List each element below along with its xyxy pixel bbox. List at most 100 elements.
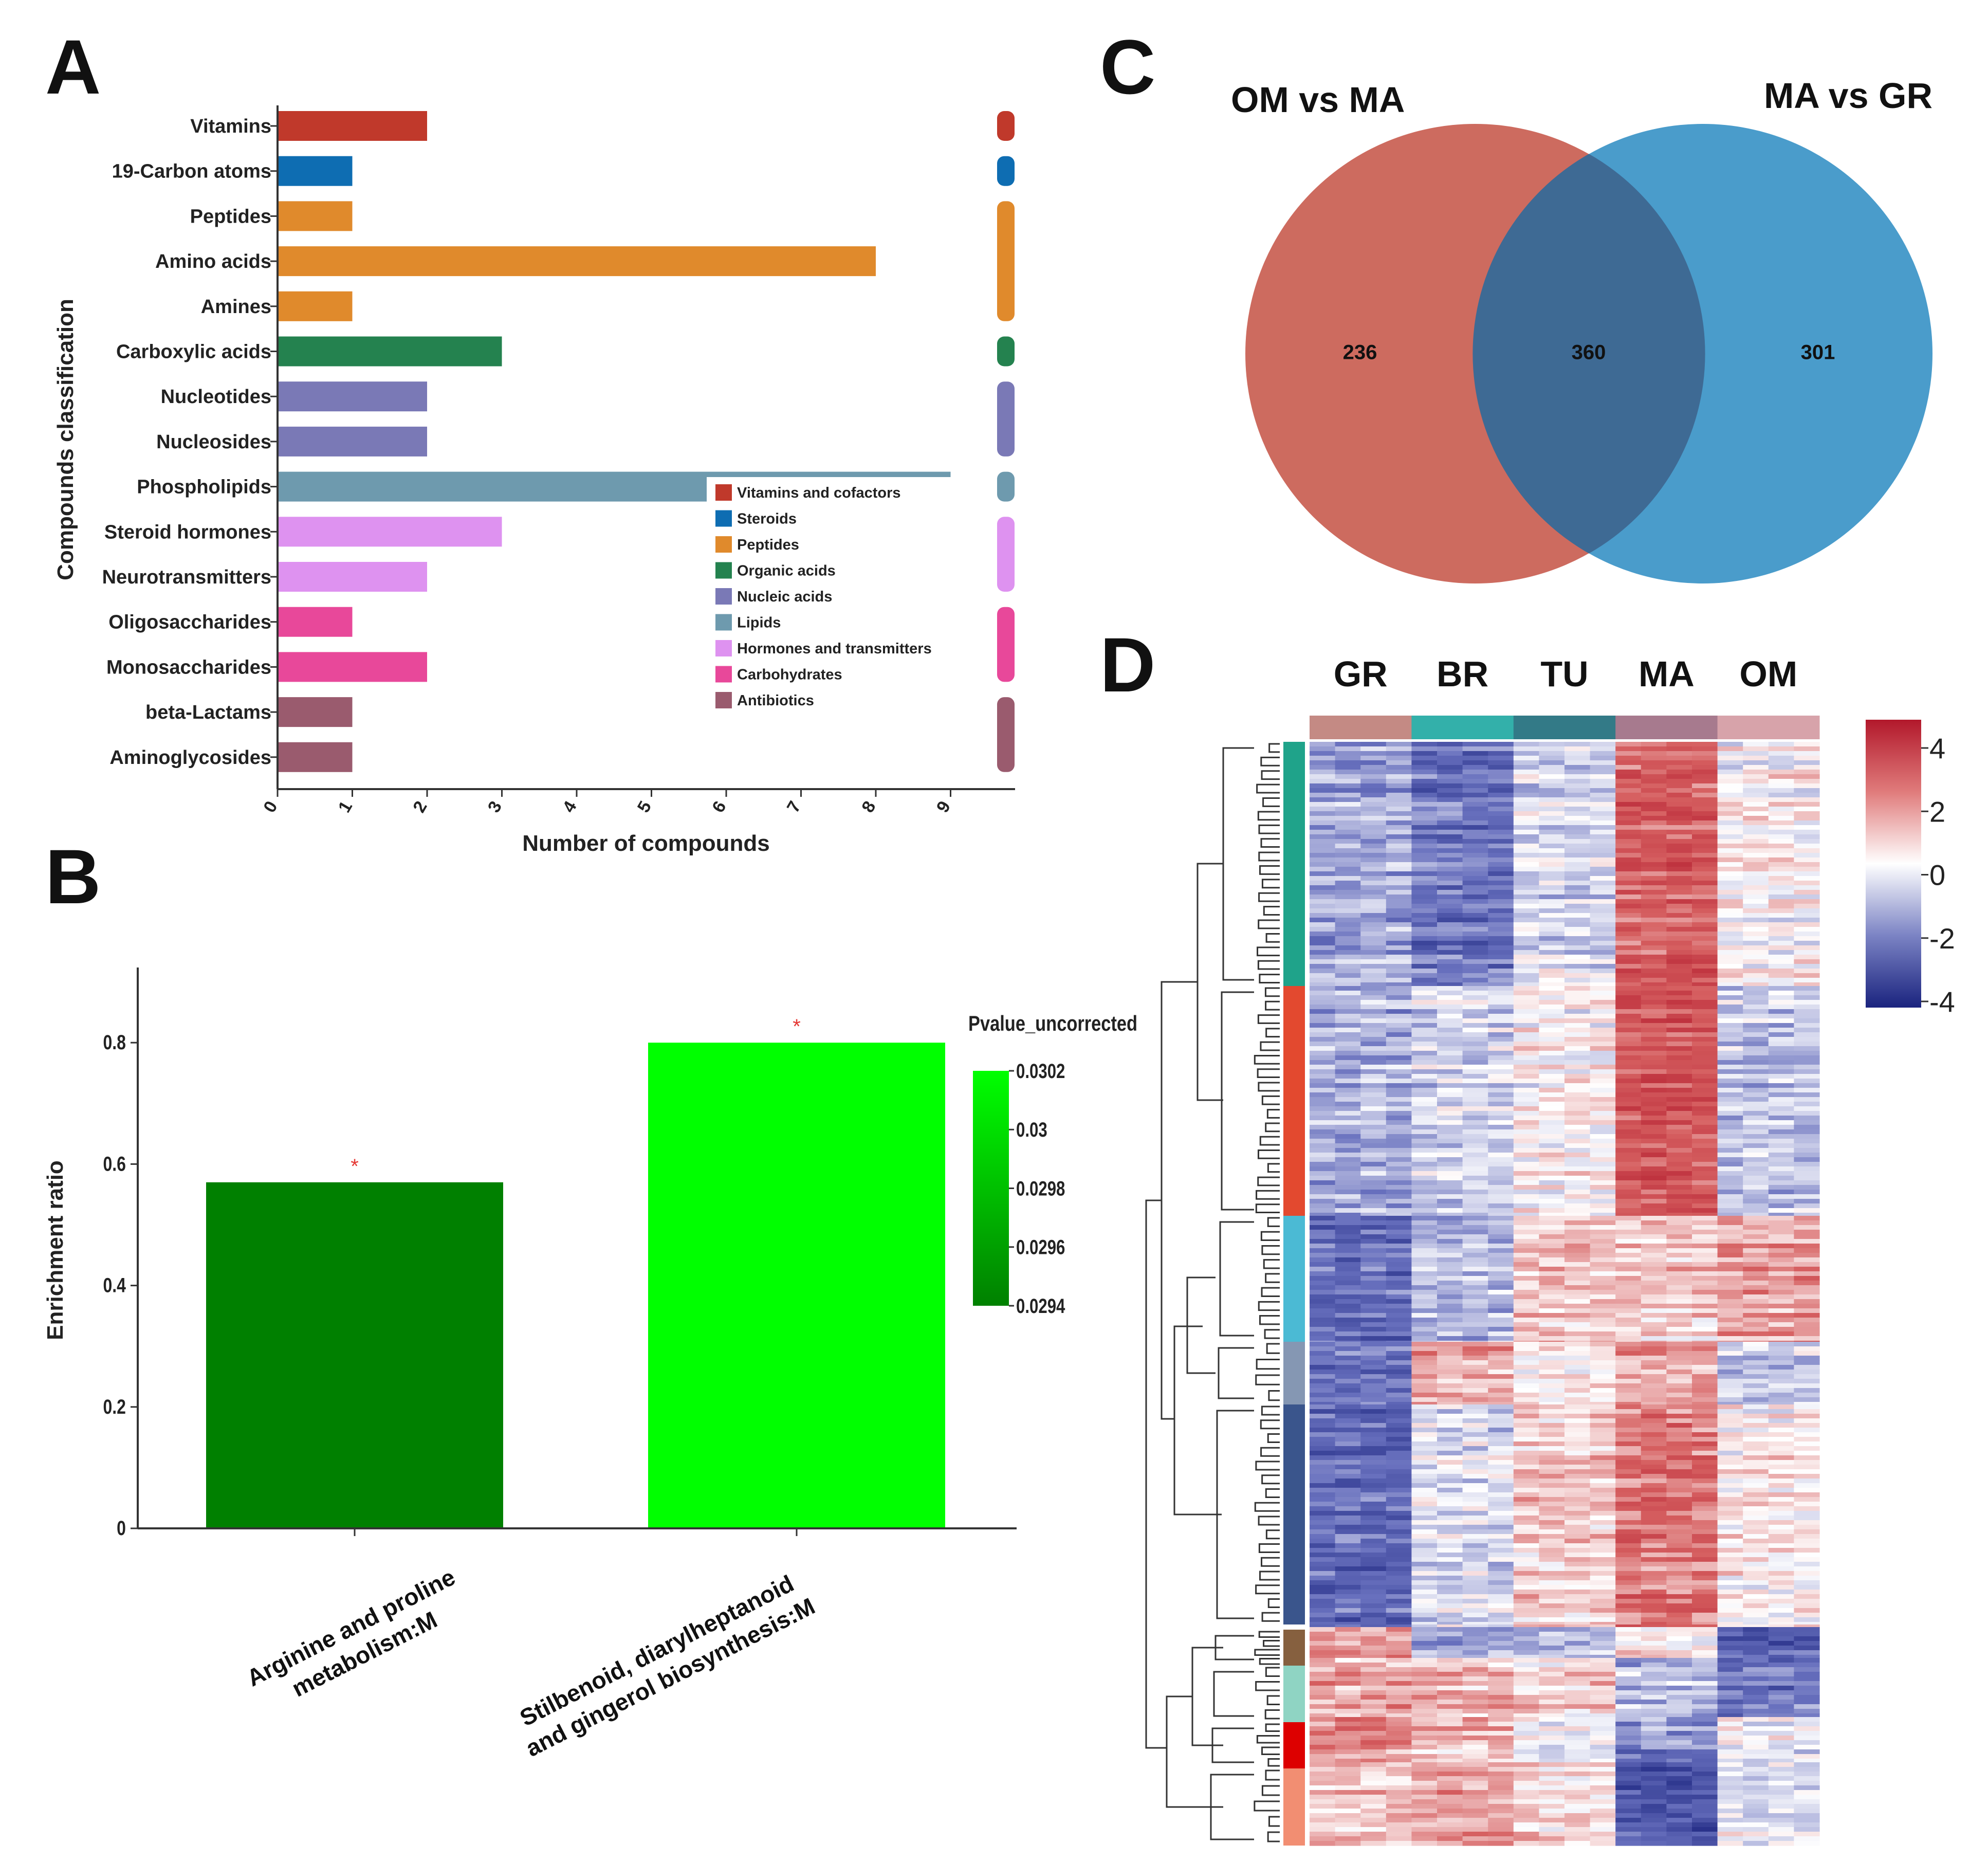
heat-cell [1335,1336,1361,1341]
heat-cell [1386,1726,1412,1731]
heat-cell [1386,1318,1412,1323]
heat-cell [1590,1125,1616,1130]
heat-cell [1564,1627,1591,1632]
heat-cell [1310,1613,1336,1618]
heat-cell [1539,1804,1565,1809]
heat-cell [1360,1516,1387,1521]
heat-cell [1335,1624,1361,1628]
heat-cell [1590,1460,1616,1465]
heat-cell [1437,844,1463,849]
heat-cell [1539,1276,1565,1281]
heat-cell [1360,904,1387,909]
heat-cell [1488,1414,1514,1419]
heat-cell [1360,1681,1387,1686]
heat-cell [1513,1690,1539,1695]
heat-cell [1692,1731,1718,1736]
heat-cell [1743,1428,1769,1433]
heat-cell [1411,1717,1438,1722]
heat-cell [1641,1360,1667,1365]
heat-cell [1590,908,1616,914]
heat-cell [1411,1153,1438,1158]
heat-cell [1335,834,1361,839]
heat-cell [1564,1700,1591,1705]
heat-cell [1539,1511,1565,1516]
heat-cell [1386,1032,1412,1037]
heat-cell [1743,969,1769,974]
heat-cell [1666,1322,1692,1327]
heat-cell [1692,1641,1718,1646]
heat-cell [1513,950,1539,955]
heat-cell [1743,848,1769,853]
heat-cell [1564,1051,1591,1056]
heat-cell [1462,1083,1488,1088]
heat-cell [1488,834,1514,839]
heat-cell [1360,1646,1387,1651]
heat-cell [1488,1079,1514,1084]
category-label-9: Steroid hormones [104,521,271,543]
heat-cell [1666,1397,1692,1402]
heat-cell [1615,1402,1642,1405]
heat-cell [1743,1271,1769,1276]
heat-cell [1539,1088,1565,1093]
heat-cell [1615,1379,1642,1384]
heat-cell [1310,1220,1336,1226]
heat-cell [1335,1409,1361,1414]
heat-cell [1743,1023,1769,1028]
heat-cell [1717,1244,1743,1249]
heat-cell [1539,1781,1565,1786]
heat-cell [1488,1650,1514,1655]
heat-cell [1717,1681,1743,1686]
heat-cell [1310,820,1336,826]
heat-cell [1437,862,1463,867]
heat-cell [1539,1700,1565,1705]
heat-cell [1794,969,1820,974]
heat-cell [1717,1388,1743,1393]
heat-cell [1539,895,1565,900]
heat-cell [1564,1203,1591,1209]
heat-cell [1310,1129,1336,1135]
heat-cell [1590,1388,1616,1393]
heat-cell [1717,1474,1743,1479]
heat-cell [1564,1726,1591,1731]
heat-cell [1513,959,1539,964]
heat-cell [1335,1379,1361,1384]
heat-cell [1794,1308,1820,1313]
heat-cell [1437,1520,1463,1525]
heat-cell [1794,1672,1820,1677]
heat-cell [1386,1106,1412,1111]
heat-cell [1513,1257,1539,1263]
heat-cell [1564,918,1591,923]
heat-cell [1360,1120,1387,1125]
heat-cell [1641,1290,1667,1295]
heat-cell [1641,1608,1667,1613]
heat-cell [1360,1726,1387,1731]
heat-cell [1411,1313,1438,1318]
heat-cell [1743,1594,1769,1599]
heat-cell [1564,1037,1591,1042]
heat-cell [1310,1785,1336,1791]
heat-cell [1360,978,1387,983]
heat-cell [1310,1590,1336,1595]
heat-cell [1590,839,1616,844]
heat-cell [1564,1804,1591,1809]
heat-cell [1513,1663,1539,1668]
heat-cell [1310,1276,1336,1281]
heat-cell [1539,1009,1565,1014]
heat-cell [1794,1120,1820,1125]
heat-cell [1386,969,1412,974]
heat-cell [1717,1379,1743,1384]
heat-cell [1437,1731,1463,1736]
heat-cell [1590,1681,1616,1686]
heat-cell [1437,1028,1463,1033]
heat-cell [1310,1208,1336,1213]
heat-cell [1360,1608,1387,1613]
heat-cell [1462,964,1488,969]
heat-cell [1335,1418,1361,1423]
heat-cell [1717,1460,1743,1465]
heat-cell [1590,779,1616,784]
heat-cell [1310,779,1336,784]
heat-cell [1513,1208,1539,1213]
heat-cell [1743,844,1769,849]
heat-cell [1360,1313,1387,1318]
heat-cell [1615,1388,1642,1393]
